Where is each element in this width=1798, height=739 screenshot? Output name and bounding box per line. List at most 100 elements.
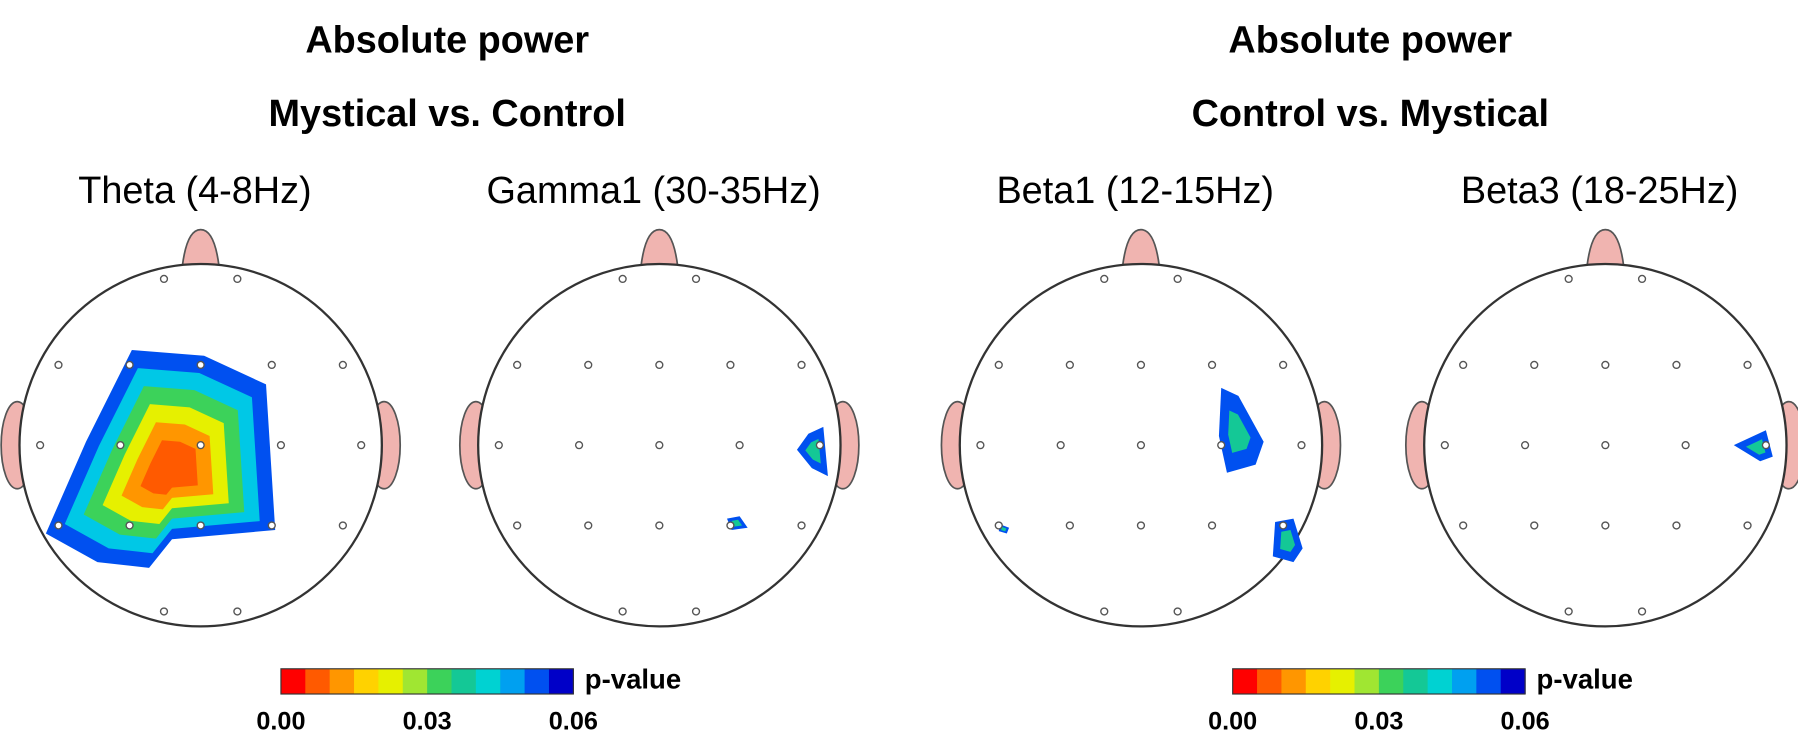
significance-region	[1745, 439, 1766, 455]
electrode	[1459, 521, 1468, 530]
electrode	[1065, 521, 1074, 530]
map-label: Beta3 (18-25Hz)	[1461, 170, 1739, 212]
colorbar-label: p-value	[585, 664, 681, 695]
electrode	[1681, 441, 1690, 450]
electrode	[815, 441, 825, 450]
electrode	[1279, 521, 1288, 530]
group-title: Absolute power	[1228, 20, 1512, 62]
electrode	[338, 521, 347, 530]
electrode	[1100, 274, 1109, 284]
electrode	[1297, 441, 1306, 450]
significance-region	[1280, 530, 1296, 552]
electrode	[735, 441, 744, 450]
electrode	[159, 607, 169, 616]
colorbar-segment	[1451, 668, 1477, 695]
colorbar-segment	[1500, 668, 1526, 695]
electrode	[1459, 360, 1468, 370]
electrode	[357, 441, 366, 450]
colorbar-segment	[1305, 668, 1331, 695]
nose	[1121, 228, 1161, 268]
colorbar-label: p-value	[1537, 664, 1633, 695]
colorbar-segment	[1330, 668, 1356, 695]
electrode	[338, 360, 347, 370]
electrode	[1743, 521, 1752, 530]
electrode	[1136, 441, 1146, 450]
colorbar-segment	[1403, 668, 1429, 695]
colorbar-segment	[402, 668, 428, 695]
electrode	[1520, 441, 1530, 450]
colorbar-segment	[1476, 668, 1502, 695]
electrode	[276, 441, 286, 450]
electrode	[233, 607, 242, 616]
electrode	[1136, 360, 1146, 370]
electrode	[116, 441, 125, 450]
electrode	[1530, 521, 1539, 530]
electrode	[233, 274, 242, 284]
colorbar-segment	[1427, 668, 1453, 695]
map-label: Gamma1 (30-35Hz)	[486, 170, 820, 212]
colorbar-segment	[305, 668, 331, 695]
electrode	[196, 441, 205, 450]
electrode	[655, 441, 664, 450]
electrode	[797, 521, 806, 530]
electrode	[1672, 360, 1681, 370]
electrode	[1217, 441, 1226, 450]
electrode	[994, 521, 1003, 530]
electrode	[1173, 274, 1182, 284]
electrode	[726, 360, 735, 370]
significance-region	[1001, 526, 1007, 532]
colorbar-tick-label: 0.06	[1501, 707, 1550, 735]
electrode	[618, 607, 627, 616]
nose	[181, 228, 220, 268]
electrode	[196, 521, 205, 530]
map-label: Beta1 (12-15Hz)	[996, 170, 1274, 212]
electrode	[196, 360, 205, 370]
electrode	[494, 441, 503, 450]
electrode	[1173, 607, 1182, 616]
electrode	[1601, 360, 1610, 370]
colorbar-tick-label: 0.00	[1208, 707, 1257, 735]
electrode	[618, 274, 627, 284]
colorbar-segment	[1257, 668, 1282, 695]
electrode	[54, 360, 63, 370]
electrode	[797, 360, 806, 370]
electrode	[54, 521, 63, 530]
colorbar-segment	[1378, 668, 1404, 695]
electrode	[1207, 360, 1217, 370]
electrode	[1672, 521, 1681, 530]
electrode	[1056, 441, 1065, 450]
colorbar-segment	[1354, 668, 1380, 695]
significance-region	[1228, 410, 1251, 453]
colorbar-segment	[475, 668, 501, 695]
colorbar-segment	[427, 668, 453, 695]
nose	[1586, 228, 1625, 268]
electrode	[1564, 274, 1573, 284]
electrode	[513, 360, 522, 370]
electrode	[584, 521, 593, 530]
electrode	[655, 360, 664, 370]
colorbar-frame	[1232, 668, 1526, 695]
electrode	[994, 360, 1003, 370]
electrode	[1100, 607, 1109, 616]
electrode	[1761, 441, 1771, 450]
electrode	[1637, 607, 1647, 616]
colorbar-segment	[1232, 668, 1258, 695]
colorbar-segment	[500, 668, 526, 695]
electrode	[976, 441, 985, 450]
group-title: Absolute power	[305, 20, 589, 62]
colorbar-tick-label: 0.06	[549, 707, 598, 735]
electrode	[1743, 360, 1752, 370]
electrode	[1637, 274, 1647, 284]
colorbar-segment	[1281, 668, 1307, 695]
electrode	[1564, 607, 1573, 616]
colorbar-segment	[451, 668, 477, 695]
electrode	[513, 521, 522, 530]
electrode	[655, 521, 664, 530]
electrode	[159, 274, 169, 284]
electrode	[1136, 521, 1146, 530]
electrode	[691, 607, 701, 616]
electrode	[1601, 521, 1610, 530]
colorbar-tick-label: 0.00	[256, 707, 305, 735]
